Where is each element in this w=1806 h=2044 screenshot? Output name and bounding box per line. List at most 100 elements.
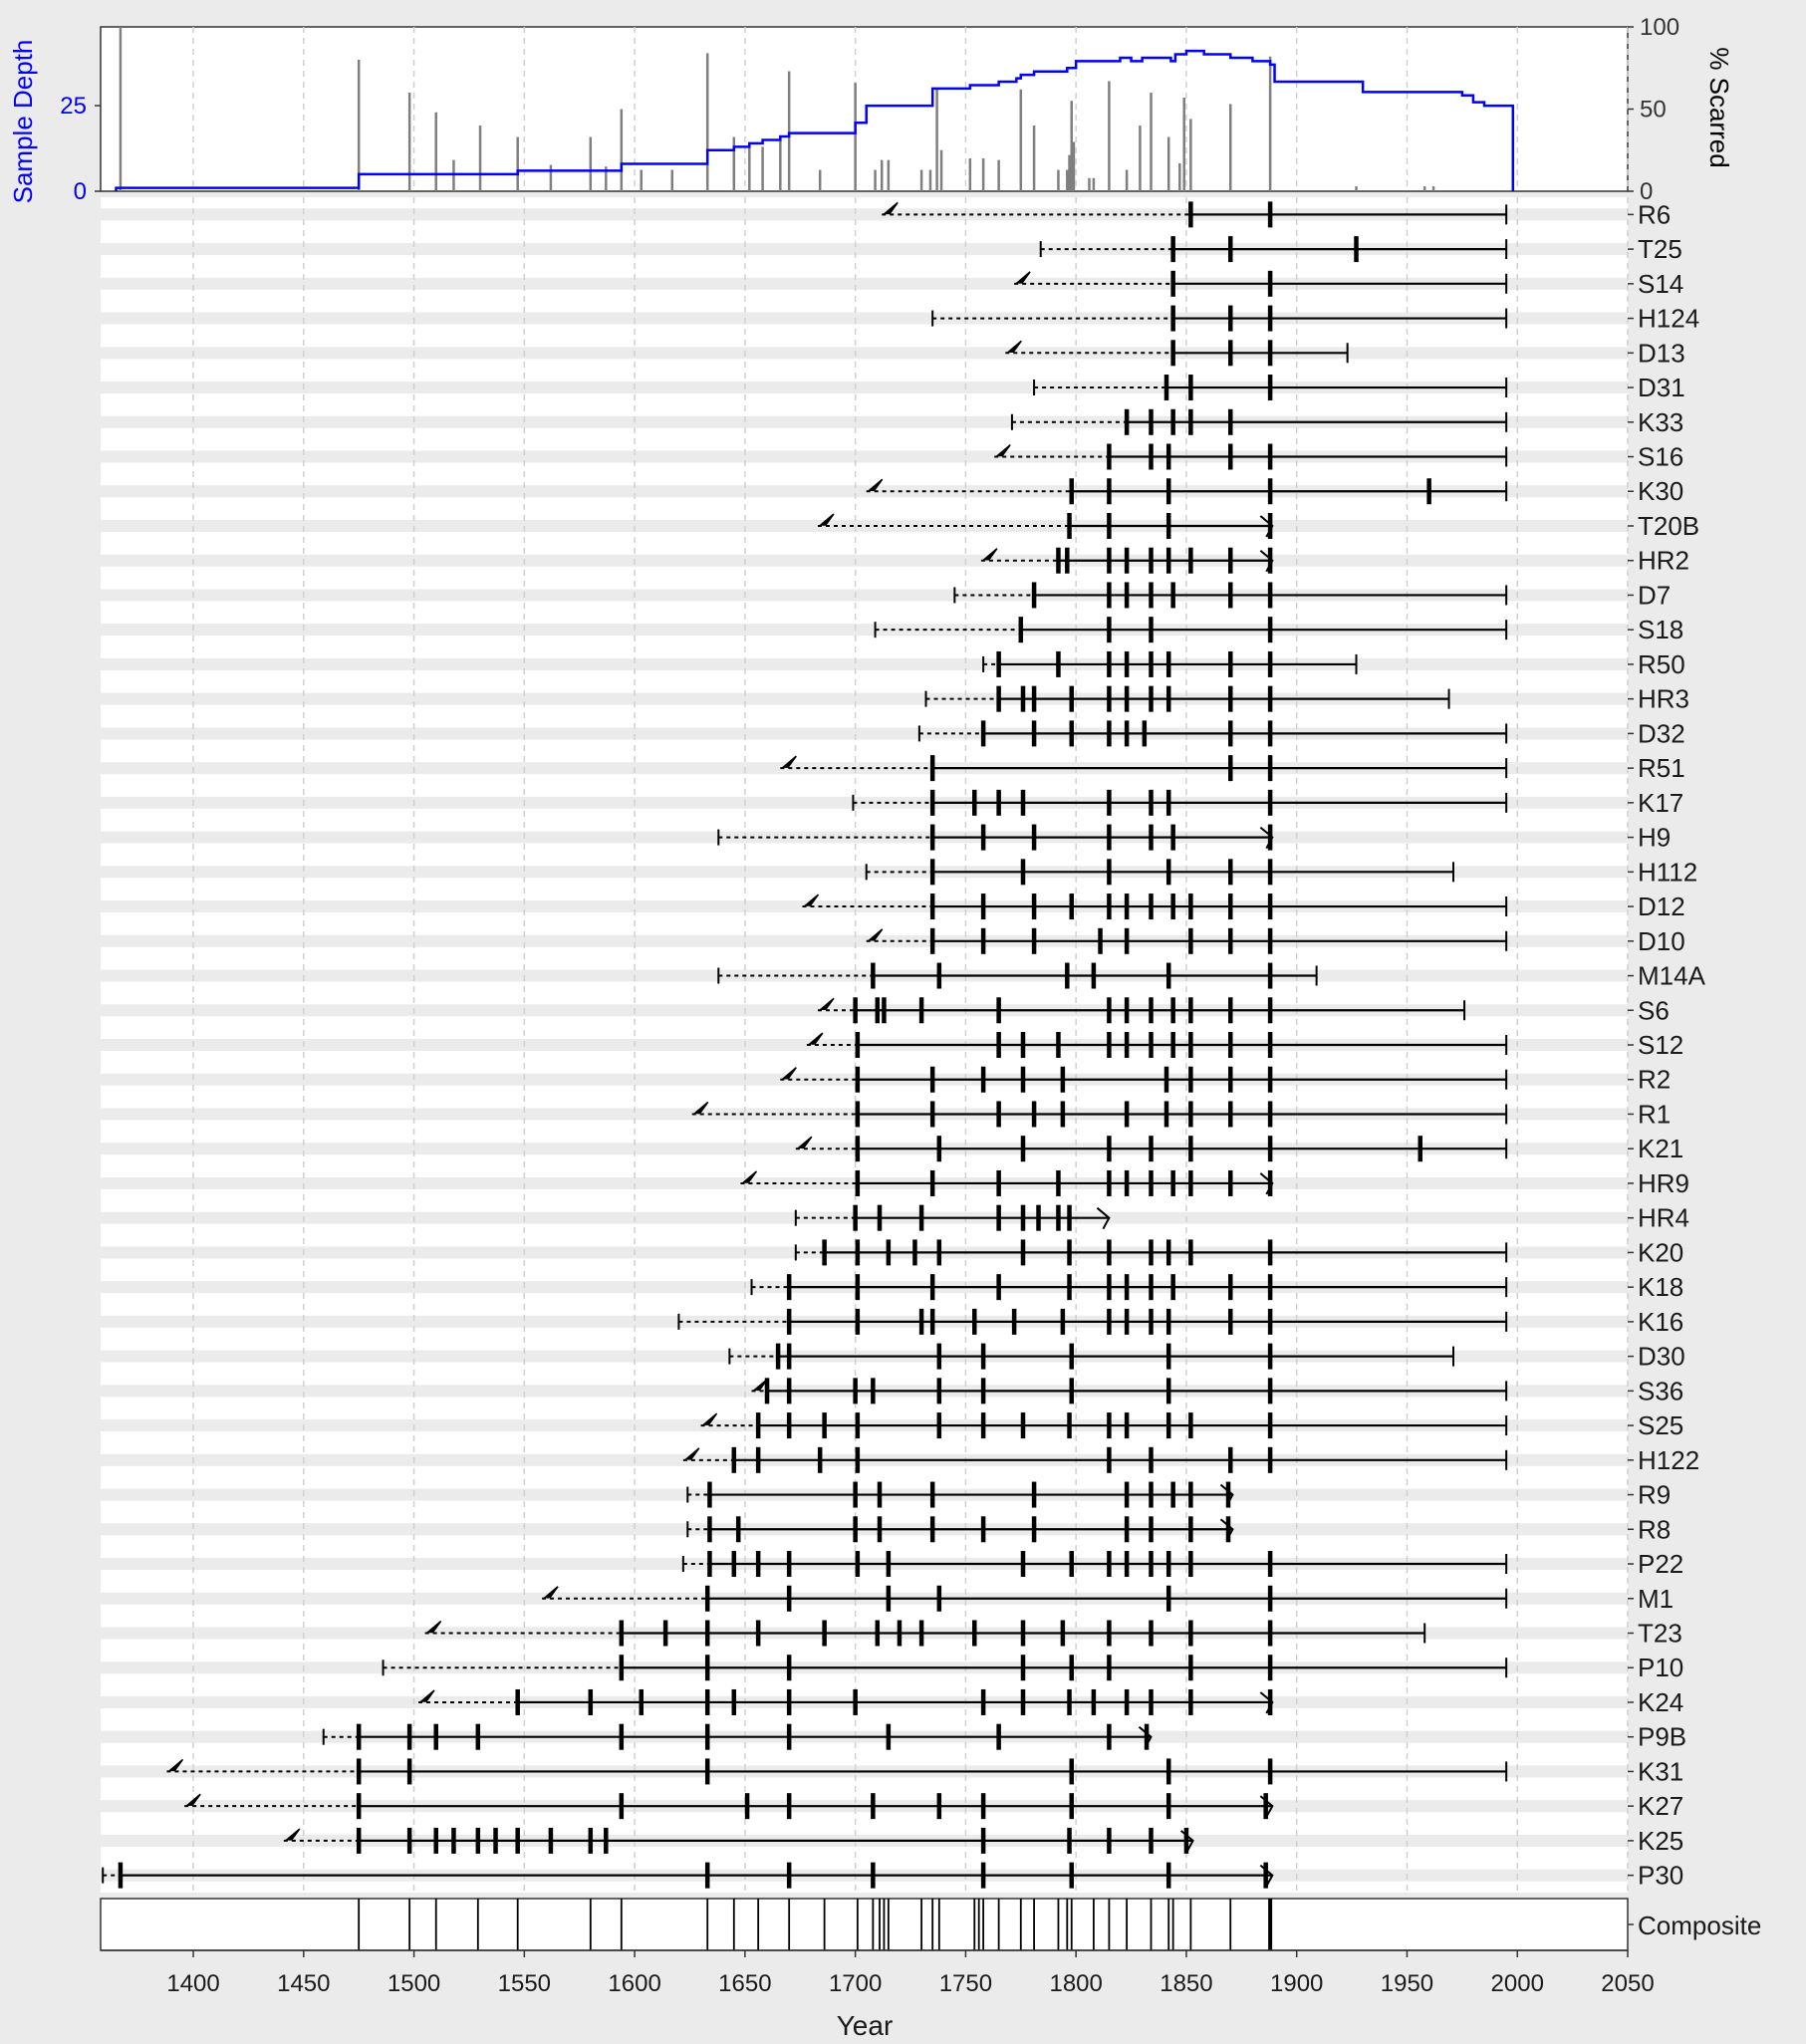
sample-depth-panel: 0 25 0 50 100 [60,14,1679,205]
x-tick-label: 1750 [939,1970,992,1997]
series-label: K33 [1638,407,1683,437]
series-label: K16 [1638,1307,1683,1337]
pith-arrow [867,928,884,941]
row-band [101,866,1628,879]
pith-arrow [803,894,820,906]
x-tick-label: 1500 [387,1970,440,1997]
series-label: S12 [1638,1030,1683,1060]
x-axis: 1400 1450 1500 1550 1600 1650 1700 1750 1800 1850… [101,1949,1655,1997]
series-row: D13 [1005,338,1685,368]
series-row: R6 [882,199,1671,229]
series-label: T25 [1638,234,1682,264]
row-band [101,382,1628,394]
series-label: HR9 [1638,1168,1689,1198]
x-tick-label: 1400 [166,1970,219,1997]
x-tick-label: 2050 [1601,1970,1654,1997]
pith-arrow [692,1101,709,1115]
row-band [101,762,1628,775]
pith-arrow [701,1412,718,1425]
top-panel-frame [100,26,1629,192]
series-row: P22 [681,1549,1683,1579]
x-tick-label: 1650 [718,1970,771,1997]
series-row: D10 [866,926,1685,956]
pith-arrow [683,1447,700,1460]
row-band [101,589,1628,602]
row-band [101,692,1628,705]
row-band [101,554,1628,567]
pith-arrow [995,443,1011,457]
pith-arrow [752,1378,769,1392]
y-axis-label-right: % Scarred [1704,47,1734,167]
series-row: R51 [780,753,1685,783]
series-label: H112 [1638,857,1697,887]
series-row: P30 [102,1861,1683,1891]
row-band [101,485,1628,498]
x-tick-label: 2000 [1491,1970,1544,1997]
sample-depth-line [115,49,1515,191]
pith-arrow [185,1793,201,1806]
row-band [101,900,1628,913]
series-row: R9 [686,1480,1671,1510]
pith-arrow [981,548,998,561]
pith-arrow [796,1136,813,1149]
left-tick-label: 25 [60,93,87,120]
series-label: K18 [1638,1272,1683,1302]
series-label: P22 [1638,1549,1683,1579]
pith-arrow [883,201,899,215]
x-tick-label: 1450 [277,1970,330,1997]
outer-end-marker [1096,1206,1111,1230]
x-tick-label: 1600 [608,1970,660,1997]
series-label: R6 [1638,199,1671,229]
series-label: H124 [1638,304,1699,334]
x-tick-label: 1550 [498,1970,551,1997]
series-label: T20B [1638,511,1699,541]
series-label: S16 [1638,442,1683,472]
pith-arrow [818,513,835,526]
series-label: HR4 [1638,1203,1689,1233]
series-row: K30 [866,476,1683,506]
series-row: T20B [817,511,1699,541]
series-label: M1 [1638,1584,1674,1614]
series-row: K27 [184,1791,1683,1821]
series-label: R2 [1638,1065,1671,1095]
series-row: T23 [424,1618,1682,1648]
series-row: K20 [794,1237,1683,1267]
pith-arrow [867,478,884,491]
x-tick-label: 1800 [1049,1970,1102,1997]
series-label: S6 [1638,995,1670,1025]
series-label: K21 [1638,1134,1683,1163]
pith-arrow [1006,340,1022,354]
row-band [101,208,1628,221]
series-row: K25 [283,1826,1683,1856]
right-tick-label: 50 [1640,97,1667,124]
pith-arrow [543,1586,559,1599]
row-band [101,624,1628,637]
x-tick-label: 1700 [829,1970,882,1997]
pith-arrow [807,1032,824,1045]
series-row: S12 [806,1030,1683,1060]
series-label: D10 [1638,926,1685,956]
composite-frame [100,1898,1629,1951]
pith-arrow [741,1170,758,1183]
series-row: HR9 [740,1168,1689,1198]
series-label: S14 [1638,269,1683,299]
row-band [101,934,1628,947]
row-band [101,277,1628,290]
series-label: D13 [1638,338,1685,368]
demography-panel: R6 T25 S14 H124 D13 D31 K33 S16 K30 T20B HR2 D7 S18 R… [101,197,1706,1893]
series-row: H122 [682,1445,1699,1475]
row-band [101,657,1628,670]
series-row: K17 [852,788,1683,818]
composite-label: Composite [1638,1911,1761,1940]
series-row: K33 [1010,407,1683,437]
pith-arrow [167,1758,184,1772]
series-row: HR4 [794,1203,1689,1233]
series-label: K25 [1638,1826,1683,1856]
pith-arrow [1015,271,1031,284]
series-label: S18 [1638,615,1683,644]
series-label: P30 [1638,1861,1683,1891]
series-label: R51 [1638,753,1685,783]
series-row: R50 [982,649,1685,679]
series-row: S6 [817,995,1670,1025]
series-label: D7 [1638,580,1671,610]
